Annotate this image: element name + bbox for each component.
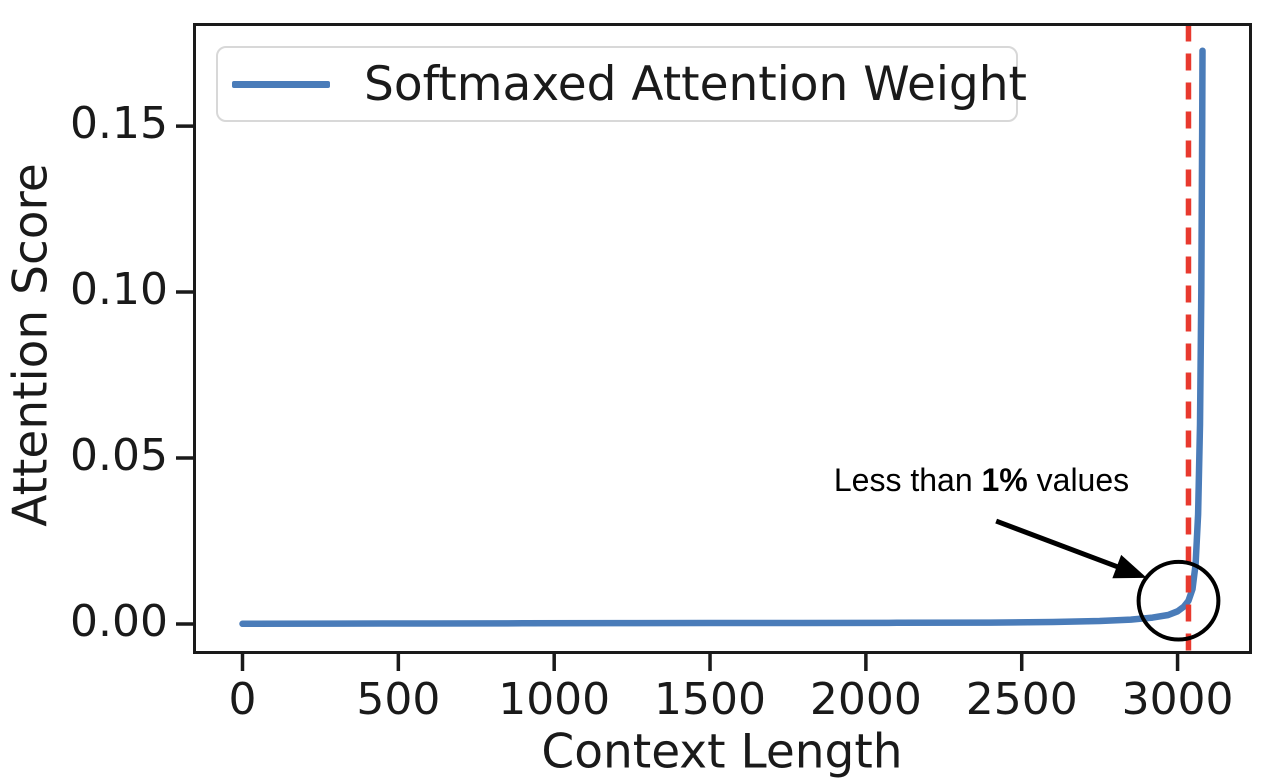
annotation-shapes [995,518,1221,642]
legend-line-sample [232,80,330,88]
annotation-arrowhead [1112,554,1147,579]
y-tick-label: 0.05 [70,429,168,481]
annotation-arrow-line [995,518,1122,571]
tick-marks [176,124,1180,671]
data-series-lines [239,47,1206,628]
legend-label: Softmaxed Attention Weight [364,56,1027,112]
annotation-text-bold: 1% [981,462,1028,499]
x-tick-label: 1500 [654,674,767,725]
legend-box: Softmaxed Attention Weight [216,46,1027,122]
annotation-text-suffix: values [1027,462,1130,499]
y-tick-label: 0.15 [70,98,168,150]
annotation-text-prefix: Less than [833,462,982,499]
x-tick-label: 500 [356,674,441,725]
x-tick-label: 2000 [809,674,922,725]
highlight-circle [1136,559,1221,642]
series-line [239,47,1206,628]
y-axis-label: Attention Score [3,163,59,527]
x-tick-label: 1000 [498,674,611,725]
axes-spines [193,23,1252,654]
x-tick-label: 0 [228,674,257,725]
x-axis-label: Context Length [541,724,903,780]
annotation-text: Less than 1% values [834,464,1129,496]
x-tick-label: 2500 [965,674,1078,725]
y-tick-label: 0.00 [70,595,168,647]
x-tick-label: 3000 [1121,674,1234,725]
y-tick-label: 0.10 [70,264,168,316]
